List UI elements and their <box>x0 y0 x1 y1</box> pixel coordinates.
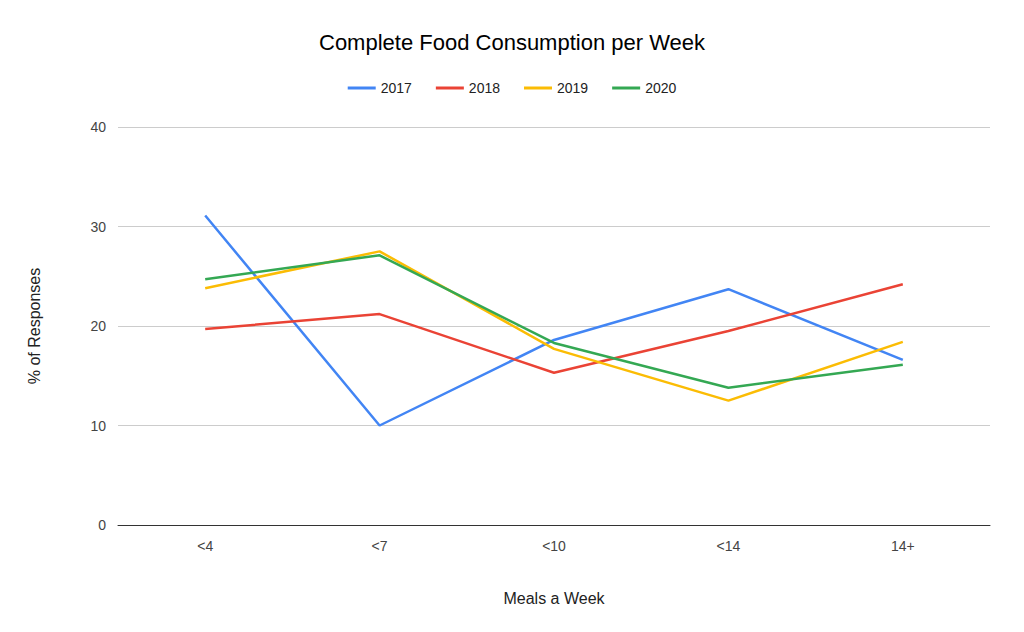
svg-text:<10: <10 <box>542 538 566 554</box>
svg-text:0: 0 <box>98 517 106 533</box>
svg-text:2020: 2020 <box>645 80 676 96</box>
svg-text:Complete Food Consumption per: Complete Food Consumption per Week <box>319 30 706 55</box>
svg-text:Meals a Week: Meals a Week <box>503 590 605 607</box>
svg-text:30: 30 <box>90 219 106 235</box>
svg-text:<4: <4 <box>197 538 213 554</box>
svg-text:% of Responses: % of Responses <box>26 268 43 385</box>
svg-text:<14: <14 <box>717 538 741 554</box>
svg-text:2019: 2019 <box>557 80 588 96</box>
svg-text:2018: 2018 <box>469 80 500 96</box>
svg-text:20: 20 <box>90 318 106 334</box>
svg-text:14+: 14+ <box>891 538 915 554</box>
svg-text:<7: <7 <box>372 538 388 554</box>
svg-text:2017: 2017 <box>381 80 412 96</box>
svg-text:10: 10 <box>90 418 106 434</box>
svg-text:40: 40 <box>90 119 106 135</box>
